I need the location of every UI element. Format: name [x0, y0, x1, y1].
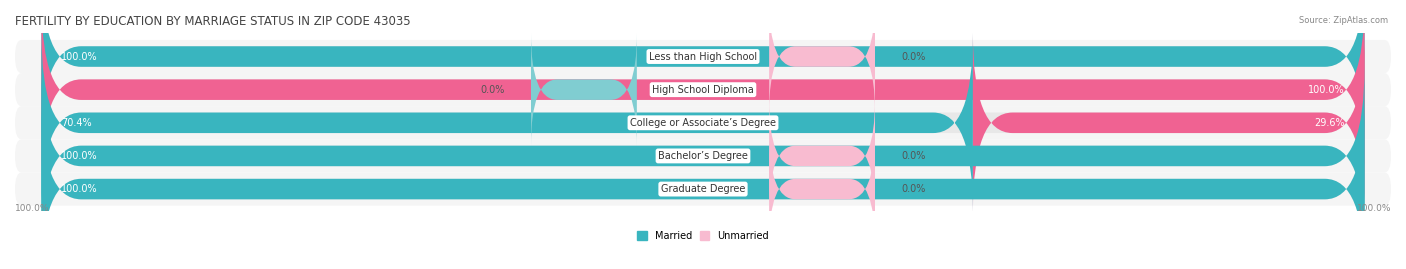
- Text: 0.0%: 0.0%: [901, 184, 925, 194]
- FancyBboxPatch shape: [15, 106, 1391, 139]
- Text: Less than High School: Less than High School: [650, 52, 756, 62]
- FancyBboxPatch shape: [41, 1, 1365, 179]
- Text: 0.0%: 0.0%: [481, 85, 505, 95]
- Text: 100.0%: 100.0%: [15, 204, 49, 213]
- Text: 29.6%: 29.6%: [1315, 118, 1344, 128]
- Text: 0.0%: 0.0%: [901, 52, 925, 62]
- Text: 70.4%: 70.4%: [62, 118, 91, 128]
- Text: FERTILITY BY EDUCATION BY MARRIAGE STATUS IN ZIP CODE 43035: FERTILITY BY EDUCATION BY MARRIAGE STATU…: [15, 15, 411, 28]
- FancyBboxPatch shape: [41, 100, 1365, 269]
- Text: 100.0%: 100.0%: [62, 52, 98, 62]
- Text: College or Associate’s Degree: College or Associate’s Degree: [630, 118, 776, 128]
- FancyBboxPatch shape: [41, 34, 1365, 212]
- Text: 100.0%: 100.0%: [62, 184, 98, 194]
- Text: Source: ZipAtlas.com: Source: ZipAtlas.com: [1299, 16, 1388, 25]
- FancyBboxPatch shape: [41, 67, 1365, 245]
- FancyBboxPatch shape: [15, 73, 1391, 106]
- FancyBboxPatch shape: [531, 34, 637, 146]
- FancyBboxPatch shape: [41, 67, 1365, 245]
- FancyBboxPatch shape: [41, 0, 1365, 146]
- Text: 100.0%: 100.0%: [62, 151, 98, 161]
- Legend: Married, Unmarried: Married, Unmarried: [633, 227, 773, 245]
- Text: 100.0%: 100.0%: [1308, 85, 1344, 95]
- FancyBboxPatch shape: [15, 139, 1391, 172]
- Text: 100.0%: 100.0%: [1357, 204, 1391, 213]
- FancyBboxPatch shape: [41, 0, 1365, 146]
- FancyBboxPatch shape: [973, 34, 1365, 212]
- FancyBboxPatch shape: [769, 133, 875, 245]
- FancyBboxPatch shape: [41, 1, 1365, 179]
- FancyBboxPatch shape: [41, 100, 1365, 269]
- FancyBboxPatch shape: [15, 172, 1391, 206]
- FancyBboxPatch shape: [41, 34, 973, 212]
- Text: Graduate Degree: Graduate Degree: [661, 184, 745, 194]
- FancyBboxPatch shape: [769, 1, 875, 112]
- Text: 0.0%: 0.0%: [901, 151, 925, 161]
- Text: High School Diploma: High School Diploma: [652, 85, 754, 95]
- FancyBboxPatch shape: [15, 40, 1391, 73]
- FancyBboxPatch shape: [769, 100, 875, 212]
- Text: Bachelor’s Degree: Bachelor’s Degree: [658, 151, 748, 161]
